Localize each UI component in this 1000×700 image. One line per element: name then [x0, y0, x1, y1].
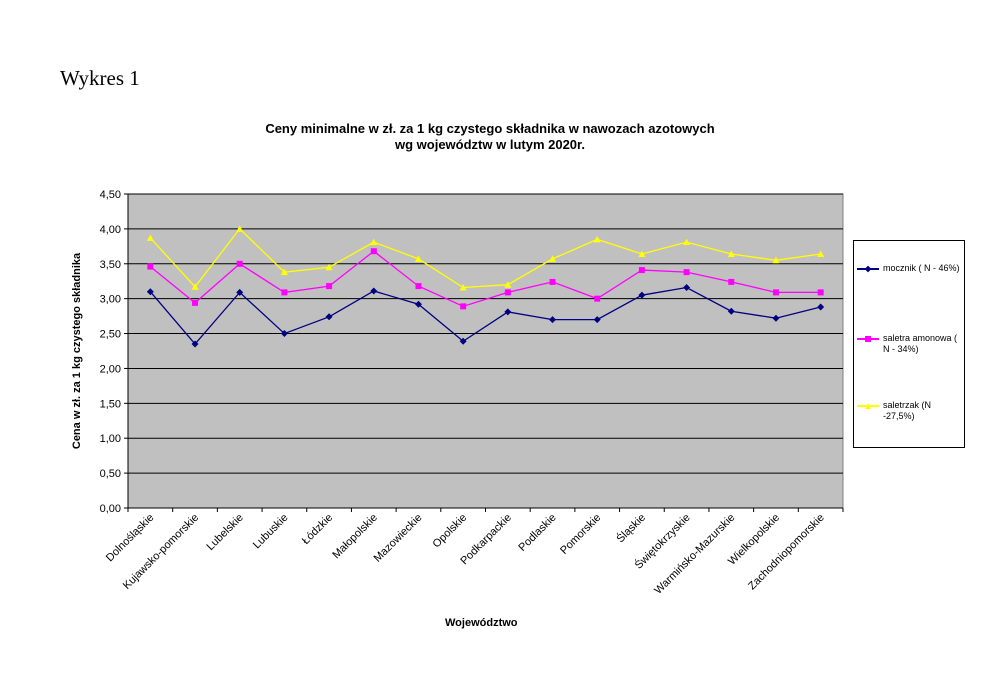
y-tick-label: 0,00 [100, 503, 121, 515]
data-point [728, 278, 735, 285]
x-tick-label: Śląskie [614, 511, 648, 545]
x-tick-label: Lubelskie [204, 512, 245, 553]
data-point [593, 235, 601, 243]
data-point [594, 295, 601, 302]
x-tick-label: Pomorskie [558, 512, 603, 557]
series-line-2 [149, 227, 821, 289]
data-point [147, 263, 154, 270]
y-tick-label: 2,50 [100, 329, 121, 341]
data-point [459, 337, 467, 345]
chart-caption: Wykres 1 [60, 66, 140, 90]
data-point [191, 283, 199, 290]
data-point [236, 225, 244, 232]
data-point [280, 330, 288, 338]
data-point [638, 291, 646, 299]
data-point [638, 250, 646, 258]
data-point [414, 300, 422, 308]
data-point [638, 267, 645, 274]
data-point [326, 283, 333, 290]
data-point [415, 283, 422, 290]
chart-title-line-1: Ceny minimalne w zł. za 1 kg czystego sk… [265, 121, 715, 136]
legend-label-mocznik: mocznik ( N - 46%) [883, 263, 960, 273]
data-point [817, 250, 825, 258]
data-point [593, 316, 601, 324]
y-tick-label: 2,00 [100, 363, 121, 375]
series-line-1 [149, 250, 821, 308]
legend-label-saletrzak: saletrzak (N -27,5%) [883, 400, 932, 421]
y-tick-label: 3,00 [100, 294, 121, 306]
x-tick-label: Warmińsko-Mazurskie [652, 512, 737, 597]
x-tick-label: Małopolskie [330, 512, 380, 562]
x-tick-label: Podlaskie [516, 512, 558, 554]
data-point [817, 303, 825, 311]
data-point [370, 238, 378, 246]
data-point [146, 234, 154, 241]
data-point [504, 281, 512, 288]
legend-swatch-mocznik [857, 265, 879, 273]
data-point [370, 248, 377, 255]
data-point [236, 288, 244, 296]
data-point [191, 340, 199, 348]
data-point [683, 284, 691, 292]
legend-label-saletra-amonowa: saletra amonowa ( N - 34%) [883, 333, 958, 354]
data-point [281, 289, 288, 296]
data-point [549, 316, 557, 324]
data-point [236, 260, 243, 267]
data-point [504, 308, 512, 316]
data-point [727, 307, 735, 315]
y-axis-title: Cena w zł. za 1 kg czystego składnika [71, 252, 83, 449]
y-tick-label: 1,00 [100, 433, 121, 445]
y-tick-label: 4,50 [100, 189, 121, 201]
data-point [549, 278, 556, 285]
data-point [772, 289, 779, 296]
data-point [683, 238, 691, 246]
data-point [459, 284, 467, 291]
data-point [192, 299, 199, 306]
chart-legend: mocznik ( N - 46%) saletra amonowa ( N -… [853, 240, 965, 448]
data-point [817, 289, 824, 296]
data-point [504, 289, 511, 296]
x-tick-label: Zachodniopomorskie [746, 512, 827, 593]
x-tick-label: Lubuskie [251, 512, 291, 552]
y-tick-label: 4,00 [100, 224, 121, 236]
y-tick-label: 1,50 [100, 398, 121, 410]
y-tick-label: 3,50 [100, 259, 121, 271]
data-point [727, 250, 735, 258]
legend-swatch-saletra-amonowa [857, 336, 879, 342]
data-point [460, 303, 467, 310]
data-point [772, 314, 780, 322]
data-point [772, 256, 780, 264]
plot-area [127, 193, 844, 509]
x-tick-label: Łódzkie [300, 512, 335, 547]
x-tick-label: Kujawsko-pomorskie [121, 512, 201, 592]
legend-swatch-saletrzak [857, 403, 879, 409]
chart-title-line-2: wg województw w lutym 2020r. [395, 137, 585, 152]
data-point [325, 313, 333, 321]
data-point [414, 255, 422, 262]
y-tick-label: 0,50 [100, 468, 121, 480]
data-point [280, 268, 288, 276]
x-tick-label: Opolskie [431, 512, 470, 551]
data-point [549, 255, 557, 262]
data-point [325, 263, 333, 271]
data-point [683, 269, 690, 276]
series-line-0 [149, 286, 821, 346]
x-axis-title: Województwo [445, 617, 518, 629]
data-point [146, 288, 154, 296]
x-tick-label: Mazowieckie [372, 512, 425, 565]
data-point [370, 287, 378, 295]
